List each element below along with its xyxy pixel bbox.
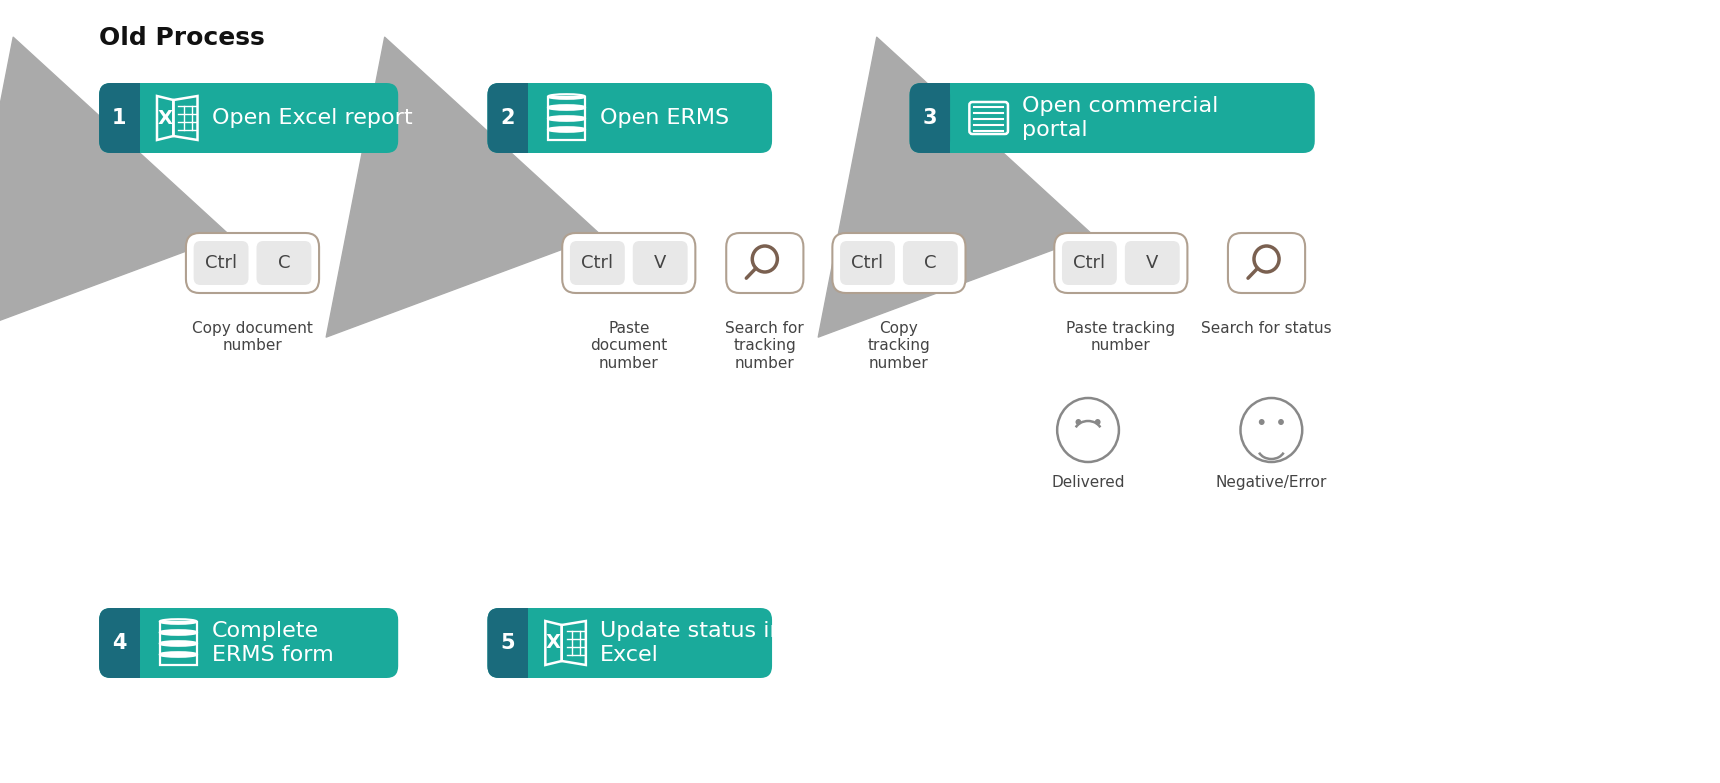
FancyBboxPatch shape [487, 83, 772, 153]
Text: Complete
ERMS form: Complete ERMS form [212, 622, 334, 665]
FancyBboxPatch shape [832, 233, 965, 293]
Text: 1: 1 [112, 108, 127, 128]
FancyBboxPatch shape [487, 83, 528, 153]
Circle shape [1278, 419, 1283, 425]
FancyBboxPatch shape [100, 608, 139, 678]
FancyBboxPatch shape [1125, 241, 1180, 285]
Text: X: X [545, 633, 561, 652]
Text: Ctrl: Ctrl [851, 254, 884, 272]
Text: Search for status: Search for status [1201, 321, 1331, 336]
Text: Delivered: Delivered [1051, 475, 1125, 490]
Text: Copy document
number: Copy document number [193, 321, 313, 353]
Text: Copy
tracking
number: Copy tracking number [867, 321, 931, 371]
FancyBboxPatch shape [726, 233, 803, 293]
Text: Ctrl: Ctrl [1073, 254, 1106, 272]
FancyBboxPatch shape [910, 83, 949, 153]
FancyBboxPatch shape [910, 83, 1314, 153]
FancyBboxPatch shape [1228, 233, 1305, 293]
Text: Paste tracking
number: Paste tracking number [1066, 321, 1175, 353]
FancyBboxPatch shape [1061, 241, 1116, 285]
Text: Update status in
Excel: Update status in Excel [600, 622, 784, 665]
Text: Old Process: Old Process [100, 26, 265, 50]
Text: Open commercial
portal: Open commercial portal [1022, 96, 1219, 139]
FancyBboxPatch shape [100, 83, 399, 153]
FancyBboxPatch shape [569, 241, 624, 285]
Polygon shape [939, 83, 949, 153]
Text: Open ERMS: Open ERMS [600, 108, 729, 128]
Polygon shape [127, 608, 139, 678]
FancyBboxPatch shape [839, 241, 894, 285]
FancyBboxPatch shape [487, 608, 528, 678]
Text: C: C [277, 254, 291, 272]
Circle shape [1075, 419, 1082, 425]
FancyBboxPatch shape [487, 608, 772, 678]
FancyBboxPatch shape [100, 83, 139, 153]
FancyBboxPatch shape [256, 241, 311, 285]
Text: Search for
tracking
number: Search for tracking number [726, 321, 805, 371]
Text: 2: 2 [501, 108, 514, 128]
Text: Ctrl: Ctrl [205, 254, 237, 272]
Text: 5: 5 [501, 633, 514, 653]
Text: 4: 4 [112, 633, 127, 653]
Text: Open Excel report: Open Excel report [212, 108, 413, 128]
Circle shape [1259, 419, 1264, 425]
FancyBboxPatch shape [186, 233, 320, 293]
Circle shape [1096, 419, 1101, 425]
FancyBboxPatch shape [562, 233, 695, 293]
FancyBboxPatch shape [903, 241, 958, 285]
Text: V: V [1146, 254, 1159, 272]
FancyBboxPatch shape [194, 241, 248, 285]
FancyBboxPatch shape [633, 241, 688, 285]
Text: X: X [157, 109, 172, 128]
Text: V: V [654, 254, 666, 272]
Text: C: C [924, 254, 937, 272]
Polygon shape [516, 608, 528, 678]
Text: Paste
document
number: Paste document number [590, 321, 667, 371]
Text: Ctrl: Ctrl [581, 254, 614, 272]
FancyBboxPatch shape [100, 608, 399, 678]
FancyBboxPatch shape [1054, 233, 1187, 293]
Polygon shape [127, 83, 139, 153]
Text: 3: 3 [922, 108, 937, 128]
Polygon shape [516, 83, 528, 153]
Text: Negative/Error: Negative/Error [1216, 475, 1328, 490]
